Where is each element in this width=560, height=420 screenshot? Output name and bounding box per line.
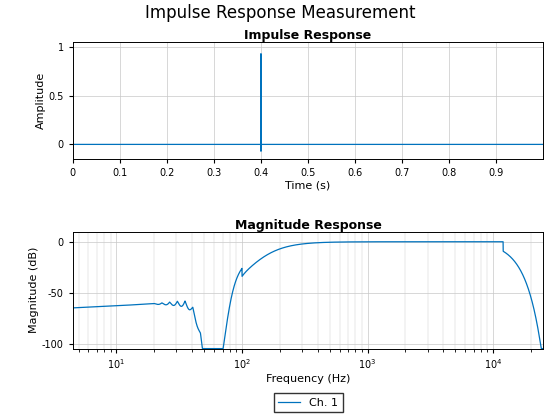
Text: Impulse Response Measurement: Impulse Response Measurement bbox=[144, 4, 416, 22]
Legend: Ch. 1: Ch. 1 bbox=[273, 394, 343, 412]
X-axis label: Frequency (Hz): Frequency (Hz) bbox=[266, 374, 350, 384]
Title: Impulse Response: Impulse Response bbox=[244, 29, 372, 42]
X-axis label: Time (s): Time (s) bbox=[286, 181, 330, 191]
Y-axis label: Amplitude: Amplitude bbox=[36, 72, 45, 129]
Title: Magnitude Response: Magnitude Response bbox=[235, 218, 381, 231]
Y-axis label: Magnitude (dB): Magnitude (dB) bbox=[29, 247, 39, 333]
